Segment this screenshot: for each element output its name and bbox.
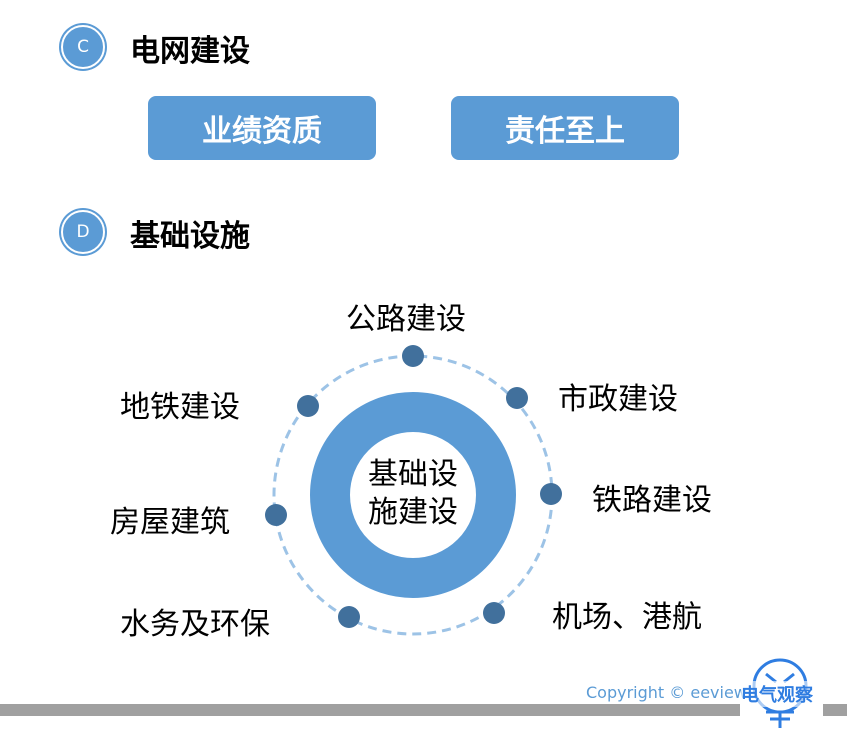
footer-bar-left	[0, 704, 740, 716]
logo-text: 电气观察	[741, 681, 813, 707]
responsibility-button[interactable]: 责任至上	[451, 96, 679, 160]
section-title-grid: 电网建设	[130, 34, 250, 69]
label-railway: 铁路建设	[592, 483, 712, 518]
section-title-infrastructure: 基础设施	[130, 219, 250, 254]
center-line-1: 基础设	[368, 457, 458, 492]
dot-housing	[265, 504, 287, 526]
dot-metro	[297, 395, 319, 417]
footer-bar-right	[823, 704, 847, 716]
label-water-environment: 水务及环保	[120, 607, 270, 642]
dot-water	[338, 606, 360, 628]
dot-highway	[402, 345, 424, 367]
label-housing: 房屋建筑	[110, 505, 230, 540]
label-metro: 地铁建设	[120, 390, 240, 425]
performance-button[interactable]: 业绩资质	[148, 96, 376, 160]
copyright-text: Copyright © eeview.	[586, 683, 751, 702]
dot-airport	[483, 602, 505, 624]
dot-railway	[540, 483, 562, 505]
dot-municipal	[506, 387, 528, 409]
diagram-center-label: 基础设 施建设	[353, 456, 473, 532]
center-ring	[310, 392, 516, 598]
label-highway: 公路建设	[346, 302, 466, 337]
section-badge-c: C	[61, 25, 105, 69]
label-municipal: 市政建设	[558, 382, 678, 417]
center-line-2: 施建设	[368, 495, 458, 530]
label-airport-port: 机场、港航	[552, 600, 702, 635]
section-badge-d: D	[61, 210, 105, 254]
